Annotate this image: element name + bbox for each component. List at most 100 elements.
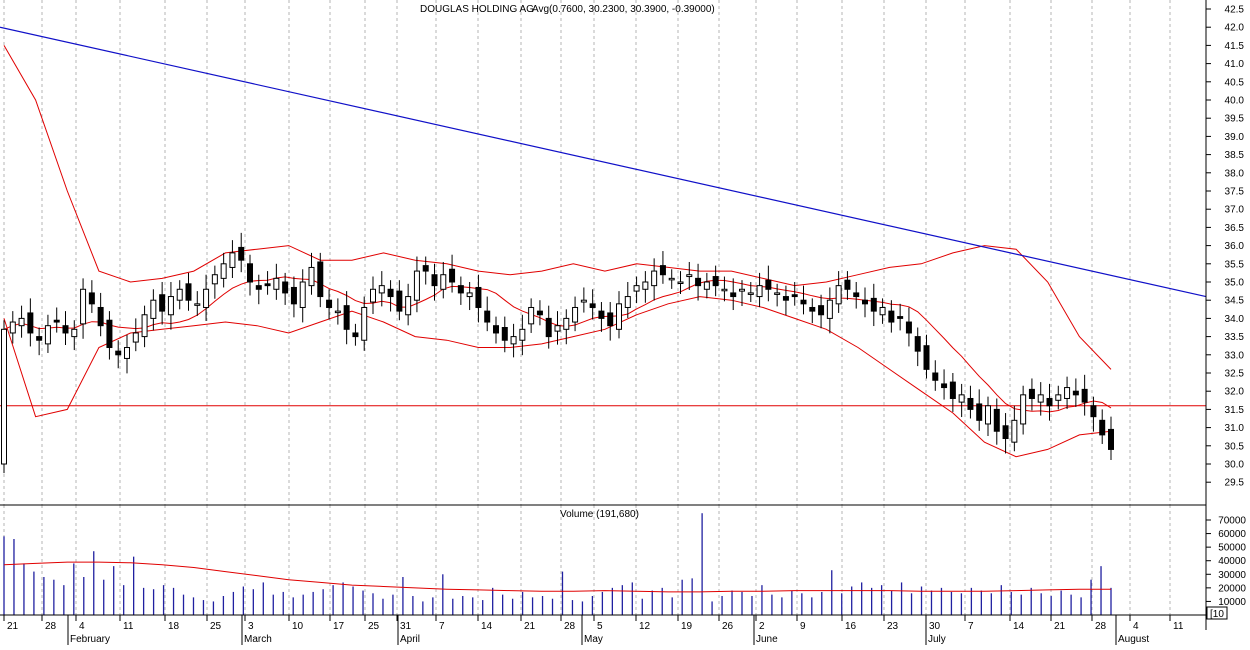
candle-body [747,292,754,295]
candle-body [1081,388,1088,403]
date-tick-label: 17 [333,621,345,632]
candle-body [115,350,122,356]
candle [80,278,87,339]
candle-body [651,270,658,287]
candle [378,271,385,307]
candle [334,298,341,325]
candle [695,263,702,301]
candle-body [923,345,930,370]
candle [53,307,60,333]
candle [431,263,438,301]
candle-body [818,305,825,316]
candle-body [528,306,535,325]
date-tick-label: 14 [1013,621,1025,632]
candle [589,289,596,320]
candle [659,251,666,284]
volume-tick-label: 10000 [1218,597,1246,608]
date-tick-label: 23 [887,621,899,632]
price-tick-label: 37.5 [1225,187,1245,198]
date-tick-label: 28 [564,621,576,632]
trendline [0,26,1207,298]
candle [27,298,34,347]
candle-body [993,408,1000,432]
candle-body [686,274,693,278]
candle-body [88,292,95,305]
candle [457,276,464,305]
candle-body [176,288,183,301]
candle [62,311,69,345]
price-panel [0,26,1207,474]
candle-body [914,336,921,352]
month-label: March [244,634,272,645]
candle-body [299,281,306,308]
price-tick-label: 34.5 [1225,296,1245,307]
candle-body [879,306,886,316]
candle [159,282,166,325]
price-tick-label: 33.0 [1225,350,1245,361]
candle [194,291,201,316]
candle-body [457,285,464,294]
candle-body [791,294,798,298]
candle [651,258,658,301]
date-tick-label: 26 [722,621,734,632]
candle-body [905,321,912,334]
candle-body [343,305,350,330]
candle-body [1108,428,1114,450]
candle [668,269,675,289]
candle [1072,378,1079,407]
candle-body [203,288,210,308]
candle [519,314,526,356]
candle-body [967,397,974,410]
candle [545,305,552,349]
candle-body [413,270,420,301]
candle-body [870,297,877,312]
candle-body [27,312,34,334]
price-tick-label: 39.5 [1225,114,1245,125]
candle-body [563,317,570,330]
candle-body [9,321,16,334]
candle-body [1020,394,1027,425]
candle-body [633,285,640,292]
date-tick-label: 31 [400,621,412,632]
candle-body [721,288,728,292]
month-label: August [1118,634,1149,645]
candle-body [185,283,192,301]
candle [826,287,833,334]
date-tick-label: 2 [759,621,765,632]
month-label: April [400,634,420,645]
price-tick-label: 37.0 [1225,205,1245,216]
candle [993,398,1000,445]
candle-body [422,265,429,272]
candle [1037,382,1044,416]
price-tick-label: 40.5 [1225,77,1245,88]
candle [71,320,78,351]
candle-body [150,299,157,319]
candle [1,320,7,474]
candle [361,296,368,351]
candle [501,316,508,353]
date-tick-label: 7 [968,621,974,632]
candle-body [387,288,394,298]
candle-body [220,263,227,279]
date-tick-label: 21 [7,621,19,632]
candle-body [782,296,789,301]
month-label: May [584,634,603,645]
candle [132,318,139,352]
candle [791,282,798,306]
volume-title: Volume (191,680) [560,509,639,520]
candle [949,373,956,412]
candle-body [396,290,403,312]
candle [185,272,192,311]
candle-body [290,286,297,305]
candle [440,261,447,299]
candle-body [800,299,807,305]
corner-label: [10 [1210,609,1224,620]
date-tick-label: 28 [1095,621,1107,632]
candle-body [273,277,280,290]
candle-body [826,299,833,319]
volume-tick-label: 20000 [1218,583,1246,594]
candle [247,254,253,296]
candle-body [317,261,324,298]
candle-body [739,288,745,292]
